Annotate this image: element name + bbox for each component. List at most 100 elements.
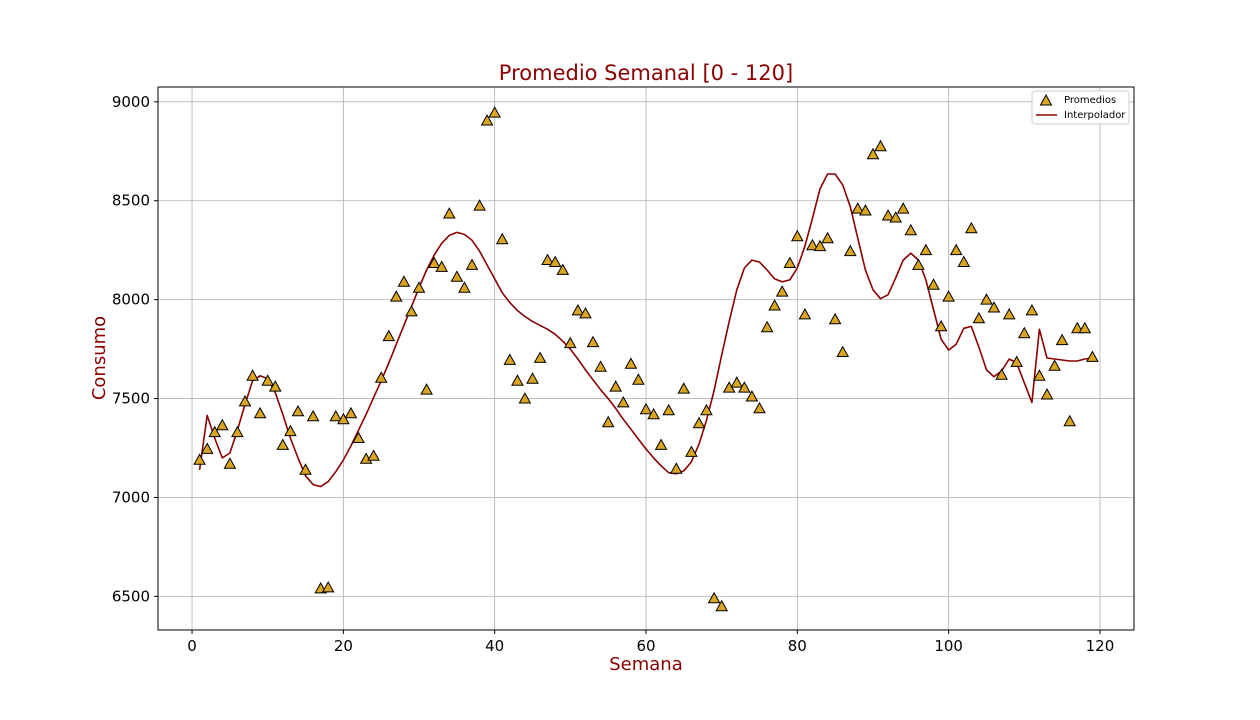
data-point xyxy=(223,457,237,469)
data-point xyxy=(768,299,781,311)
data-point xyxy=(253,406,267,419)
data-point xyxy=(193,453,206,465)
data-point xyxy=(571,303,585,316)
data-point xyxy=(594,360,607,372)
data-point xyxy=(1070,321,1084,334)
y-tick-label: 6500 xyxy=(112,587,150,605)
data-point xyxy=(1040,388,1054,400)
data-point xyxy=(745,390,759,402)
data-point xyxy=(344,406,358,419)
legend-label-interpolador: Interpolador xyxy=(1064,110,1126,121)
data-point xyxy=(919,243,933,256)
data-point xyxy=(1017,326,1031,339)
data-point xyxy=(927,278,940,290)
data-point xyxy=(730,376,744,388)
data-point xyxy=(321,580,335,593)
data-point xyxy=(866,147,880,160)
data-point xyxy=(949,243,963,256)
data-point xyxy=(700,403,713,416)
data-point xyxy=(284,424,297,437)
data-point xyxy=(654,438,668,450)
data-point xyxy=(495,232,509,245)
data-point xyxy=(238,394,252,407)
data-point xyxy=(1048,359,1061,371)
y-tick-label: 7000 xyxy=(112,488,150,506)
data-point xyxy=(382,329,396,342)
data-point xyxy=(427,256,441,268)
y-tick-label: 7500 xyxy=(112,390,150,408)
data-point xyxy=(268,380,282,392)
data-point xyxy=(662,403,676,416)
data-point xyxy=(276,438,290,450)
data-point xyxy=(488,106,502,118)
data-point xyxy=(526,372,539,384)
y-tick-label: 8500 xyxy=(112,192,150,210)
data-point xyxy=(828,312,842,325)
data-point xyxy=(972,311,986,324)
data-point xyxy=(896,202,910,214)
data-point xyxy=(458,281,471,293)
data-point xyxy=(692,416,706,429)
data-point xyxy=(246,369,259,381)
interpolator-series xyxy=(198,173,1093,488)
data-point xyxy=(783,256,797,268)
data-point xyxy=(548,255,562,267)
data-point xyxy=(1055,333,1069,346)
chart-title: Promedio Semanal [0 - 120] xyxy=(499,61,793,85)
data-point xyxy=(707,591,721,604)
data-point xyxy=(790,229,804,242)
x-tick-label: 40 xyxy=(485,637,504,655)
data-point xyxy=(208,425,222,438)
data-point xyxy=(904,223,918,236)
data-point xyxy=(669,462,683,474)
data-point xyxy=(859,204,872,216)
x-tick-label: 60 xyxy=(636,637,655,655)
data-point xyxy=(352,431,365,443)
data-point xyxy=(1078,321,1092,334)
data-point xyxy=(821,231,834,244)
x-tick-label: 80 xyxy=(788,637,807,655)
data-point xyxy=(1025,303,1039,316)
data-point xyxy=(942,290,955,302)
data-point xyxy=(798,307,812,320)
data-point xyxy=(1063,414,1077,427)
data-point xyxy=(738,381,751,393)
y-tick-label: 9000 xyxy=(112,93,150,111)
x-axis-title: Semana xyxy=(609,654,683,675)
interpolator-line xyxy=(198,173,1093,488)
legend: Promedios Interpolador xyxy=(1031,90,1130,125)
data-point xyxy=(465,258,479,270)
data-point xyxy=(556,263,570,275)
data-point xyxy=(934,319,948,332)
data-point xyxy=(806,238,819,251)
data-point xyxy=(435,260,449,272)
grid xyxy=(158,87,1134,630)
data-point xyxy=(753,401,766,414)
data-point xyxy=(389,290,403,302)
data-point xyxy=(563,336,577,349)
data-point xyxy=(685,445,698,457)
data-point xyxy=(412,281,426,293)
x-axis: 0 20 40 60 80 100 120 xyxy=(187,630,1114,655)
data-point xyxy=(200,442,214,454)
data-point xyxy=(851,202,865,214)
data-point xyxy=(760,320,774,333)
data-point xyxy=(405,304,418,317)
data-point xyxy=(980,293,993,305)
x-tick-label: 120 xyxy=(1086,637,1115,655)
data-point xyxy=(912,258,925,270)
data-point xyxy=(616,395,630,408)
data-point xyxy=(420,383,433,395)
data-point xyxy=(329,409,343,422)
data-point xyxy=(511,374,524,386)
data-point xyxy=(503,353,517,365)
y-axis: 6500 7000 7500 8000 8500 9000 xyxy=(112,93,158,605)
data-point xyxy=(533,351,547,363)
data-point xyxy=(367,449,380,461)
data-point xyxy=(473,199,486,211)
y-axis-title: Consumo xyxy=(89,316,110,400)
y-tick-label: 8000 xyxy=(112,291,150,309)
data-point xyxy=(442,207,456,219)
data-point xyxy=(957,255,971,267)
data-point xyxy=(215,418,229,431)
